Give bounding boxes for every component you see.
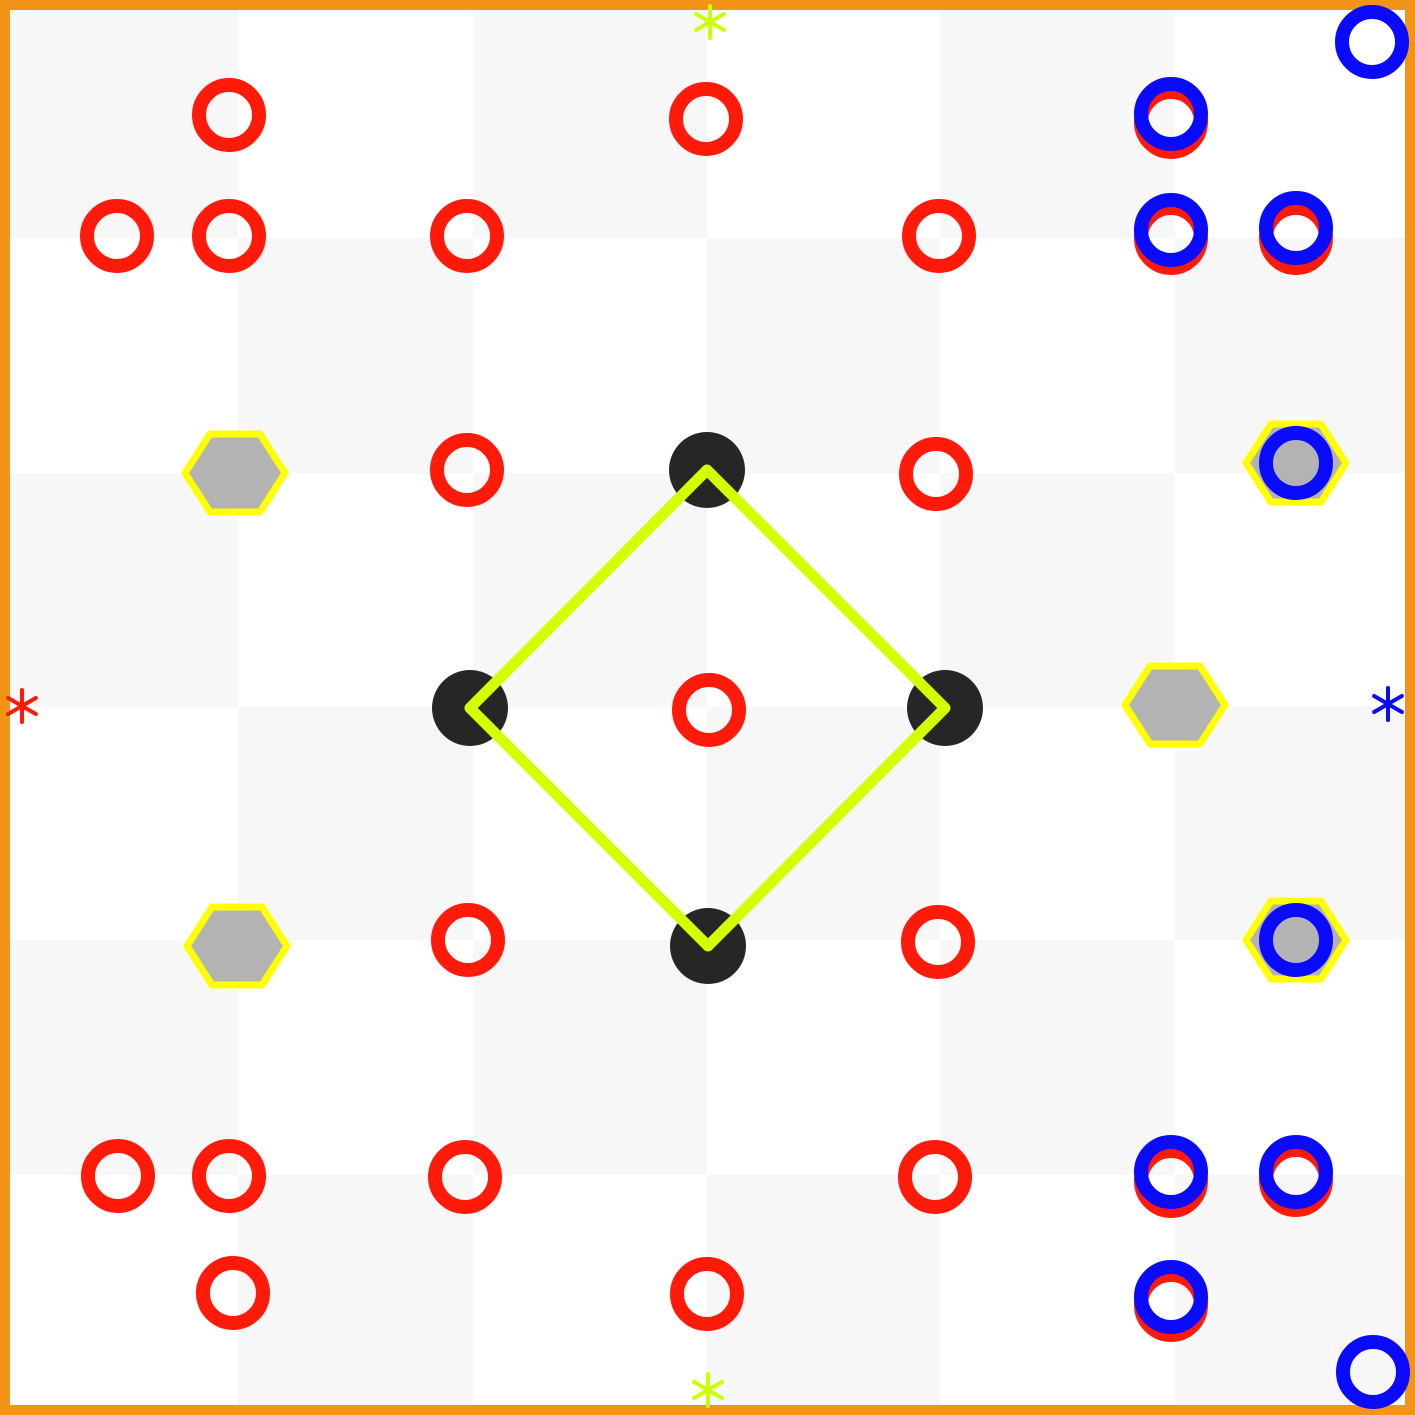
board-cell (473, 10, 707, 238)
blue-ring[interactable] (1259, 903, 1333, 977)
board-cell (238, 1175, 473, 1405)
hex-tile[interactable] (183, 903, 291, 989)
selection-diamond (464, 464, 951, 952)
red-ring[interactable] (192, 1139, 266, 1213)
marker-stroke (692, 1380, 724, 1400)
board-cell (10, 940, 238, 1175)
blue-ring[interactable] (1259, 1135, 1333, 1209)
red-ring[interactable] (192, 78, 266, 152)
marker-stroke (694, 12, 726, 32)
red-ring[interactable] (672, 673, 746, 747)
red-ring[interactable] (901, 905, 975, 979)
red-ring[interactable] (80, 199, 154, 273)
blue-ring[interactable] (1259, 191, 1333, 265)
edge-marker (692, 1372, 724, 1408)
hex-tile[interactable] (181, 430, 289, 516)
red-ring[interactable] (431, 903, 505, 977)
board-cell (940, 473, 1175, 707)
blue-ring[interactable] (1335, 5, 1409, 79)
blue-ring[interactable] (1134, 1260, 1208, 1334)
board-cell (473, 940, 707, 1175)
board-cell (238, 238, 473, 473)
board-cell (940, 940, 1175, 1175)
red-ring[interactable] (899, 437, 973, 511)
red-ring[interactable] (81, 1139, 155, 1213)
red-ring[interactable] (430, 433, 504, 507)
red-ring[interactable] (670, 1257, 744, 1331)
red-ring[interactable] (430, 199, 504, 273)
board-cell (238, 707, 473, 940)
red-ring[interactable] (898, 1140, 972, 1214)
blue-ring[interactable] (1134, 77, 1208, 151)
blue-ring[interactable] (1134, 1135, 1208, 1209)
marker-stroke (6, 696, 38, 716)
edge-marker (694, 4, 726, 40)
blue-ring[interactable] (1134, 193, 1208, 267)
red-ring[interactable] (669, 82, 743, 156)
marker-stroke (1372, 694, 1404, 714)
red-ring[interactable] (902, 199, 976, 273)
red-ring[interactable] (428, 1140, 502, 1214)
blue-ring[interactable] (1259, 426, 1333, 500)
board-cell (10, 473, 238, 707)
hex-tile[interactable] (1121, 662, 1229, 748)
edge-marker (6, 688, 38, 724)
board-cell (707, 238, 940, 473)
board-cell (707, 1175, 940, 1405)
red-ring[interactable] (192, 199, 266, 273)
red-ring[interactable] (196, 1256, 270, 1330)
blue-ring[interactable] (1336, 1335, 1410, 1409)
edge-marker (1372, 686, 1404, 722)
